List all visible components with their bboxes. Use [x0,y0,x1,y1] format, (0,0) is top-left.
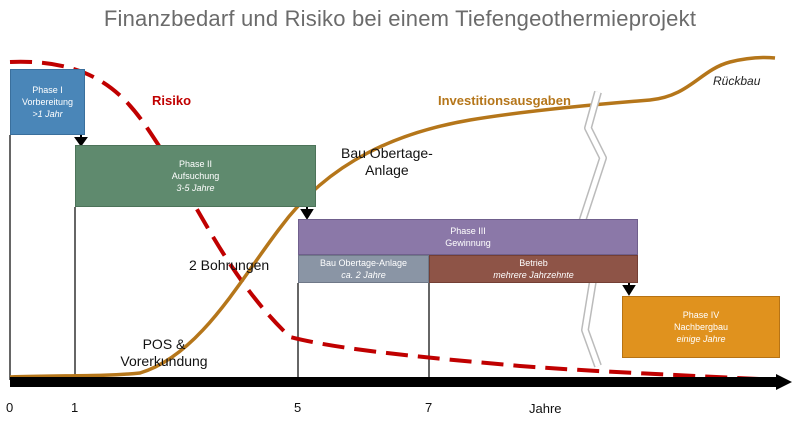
arrow-down-icon [300,209,314,220]
phase-4-name: Phase IV [682,310,720,320]
phase-3b-duration: mehrere Jahrzehnte [493,270,574,280]
phase-3b-box: Betrieb mehrere Jahrzehnte [429,255,638,283]
phase-3-name: Phase III [450,226,486,236]
arrow-down-icon [74,137,88,147]
phase-3a-desc: Bau Obertage-Anlage [319,258,408,268]
phase-4-duration: einige Jahre [676,334,726,344]
bau-obertage-label: Bau Obertage- Anlage [341,145,433,179]
risk-curve [9,59,779,382]
phase-1-box: Phase I Vorbereitung >1 Jahr [10,69,85,135]
bau-obertage-line2: Anlage [365,162,409,178]
phase-3-desc: Gewinnung [445,238,491,248]
pos-line1: POS & [142,336,186,352]
rueckbau-label: Rückbau [713,74,761,88]
time-axis-arrowhead [776,374,792,390]
phase-2-name: Phase II [178,159,213,169]
diagram-title: Finanzbedarf und Risiko bei einem Tiefen… [103,6,697,31]
phase-2-desc: Aufsuchung [171,171,220,181]
axis-label-jahre: Jahre [529,401,562,416]
pos-line2: Vorerkundung [120,353,208,369]
phase-1-duration: >1 Jahr [32,109,63,119]
phase-4-desc: Nachbergbau [673,322,729,332]
phase-3-box: Phase III Gewinnung [298,219,638,255]
tick-5: 5 [294,400,302,415]
time-axis [10,377,780,387]
bohrungen-label: 2 Bohrungen [189,257,270,273]
investment-label: Investitionsausgaben [438,93,571,108]
arrow-down-icon [622,285,636,296]
phase-3a-box: Bau Obertage-Anlage ca. 2 Jahre [298,255,429,283]
phase-2-box: Phase II Aufsuchung 3-5 Jahre [75,145,316,207]
tick-7: 7 [425,400,433,415]
tick-1: 1 [71,400,79,415]
tick-0: 0 [6,400,14,415]
phase-3b-desc: Betrieb [519,258,548,268]
phase-3a-duration: ca. 2 Jahre [341,270,386,280]
phase-boundaries [9,135,430,380]
phase-arrows [74,135,636,296]
phase-4-box: Phase IV Nachbergbau einige Jahre [622,296,780,358]
risk-label: Risiko [152,93,192,108]
investment-curve [9,55,776,379]
phase-1-desc: Vorbereitung [21,97,74,107]
pos-vorerkundung-label: POS & Vorerkundung [114,336,214,370]
phase-2-duration: 3-5 Jahre [176,183,215,193]
bau-obertage-line1: Bau Obertage- [341,145,433,161]
phase-1-name: Phase I [32,85,63,95]
